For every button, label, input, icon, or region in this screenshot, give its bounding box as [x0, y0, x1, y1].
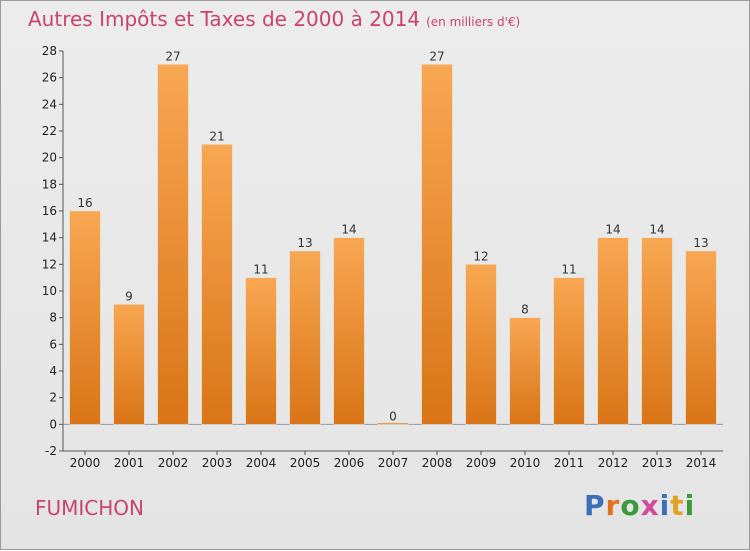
bar-2009 [465, 264, 497, 425]
bar-2000 [69, 210, 101, 425]
data-label-2003: 21 [209, 129, 224, 143]
chart-bars: 16 9 27 21 11 13 14 0 27 12 8 11 14 14 13 [69, 49, 717, 425]
logo-letter: r [605, 489, 621, 522]
y-tick-label: 2 [49, 391, 57, 405]
y-tick-label: 24 [42, 97, 57, 111]
y-tick-label: 8 [49, 311, 57, 325]
logo-letter: x [640, 489, 660, 522]
bar-2005 [289, 250, 321, 425]
y-tick-label: 10 [42, 284, 57, 298]
chart-title-text: Autres Impôts et Taxes de 2000 à 2014 [28, 7, 421, 31]
x-tick-label-2002: 2002 [158, 456, 189, 470]
logo-letter: o [620, 489, 641, 522]
bar-2010 [509, 317, 541, 425]
bar-2011 [553, 277, 585, 425]
chart-title: Autres Impôts et Taxes de 2000 à 2014 (en… [28, 7, 520, 31]
data-label-2006: 14 [341, 223, 356, 237]
x-tick-label-2003: 2003 [202, 456, 233, 470]
bar-2002 [157, 64, 189, 425]
data-label-2011: 11 [561, 263, 576, 277]
bar-2008 [421, 64, 453, 425]
y-tick-label: 22 [42, 124, 57, 138]
data-label-2005: 13 [297, 236, 312, 250]
y-tick-label: -2 [45, 444, 57, 458]
x-tick-label-2014: 2014 [686, 456, 717, 470]
logo-letter: i [659, 489, 671, 522]
x-tick-label-2009: 2009 [466, 456, 497, 470]
y-tick-label: 20 [42, 151, 57, 165]
data-label-2007: 0 [389, 409, 397, 423]
x-tick-label-2013: 2013 [642, 456, 673, 470]
data-label-2013: 14 [649, 223, 664, 237]
y-tick-label: 4 [49, 364, 57, 378]
bar-2001 [113, 304, 145, 425]
data-label-2012: 14 [605, 223, 620, 237]
data-label-2009: 12 [473, 249, 488, 263]
x-tick-label-2010: 2010 [510, 456, 541, 470]
proxiti-logo: Proxiti [584, 489, 695, 522]
logo-letter: P [584, 489, 606, 522]
chart-subtitle: (en milliers d'€) [426, 15, 521, 29]
y-tick-label: 16 [42, 204, 57, 218]
y-tick-label: 26 [42, 71, 57, 85]
data-label-2001: 9 [125, 289, 133, 303]
y-tick-label: 18 [42, 177, 57, 191]
data-label-2014: 13 [693, 236, 708, 250]
x-tick-label-2006: 2006 [334, 456, 365, 470]
y-tick-label: 12 [42, 257, 57, 271]
x-axis-ticks: 2000 2001 2002 2003 2004 2005 2006 2007 2008 2009… [70, 451, 717, 470]
data-label-2002: 27 [165, 49, 180, 63]
y-tick-label: 28 [42, 44, 57, 58]
data-label-2010: 8 [521, 303, 529, 317]
bar-2013 [641, 237, 673, 425]
bar-2003 [201, 144, 233, 425]
x-tick-label-2011: 2011 [554, 456, 585, 470]
bar-2006 [333, 237, 365, 425]
x-tick-label-2001: 2001 [114, 456, 145, 470]
bar-2012 [597, 237, 629, 425]
bar-2007 [377, 422, 409, 425]
x-tick-label-2012: 2012 [598, 456, 629, 470]
y-tick-label: 14 [42, 231, 57, 245]
x-tick-label-2000: 2000 [70, 456, 101, 470]
logo-letter: i [684, 489, 696, 522]
bar-2014 [685, 250, 717, 425]
logo-letter: t [670, 489, 685, 522]
data-label-2004: 11 [253, 263, 268, 277]
bar-2004 [245, 277, 277, 425]
x-tick-label-2005: 2005 [290, 456, 321, 470]
data-label-2008: 27 [429, 49, 444, 63]
y-tick-label: 6 [49, 337, 57, 351]
data-label-2000: 16 [77, 196, 92, 210]
y-tick-label: 0 [49, 417, 57, 431]
x-tick-label-2008: 2008 [422, 456, 453, 470]
x-tick-label-2007: 2007 [378, 456, 409, 470]
x-tick-label-2004: 2004 [246, 456, 277, 470]
commune-name: FUMICHON [35, 496, 145, 520]
